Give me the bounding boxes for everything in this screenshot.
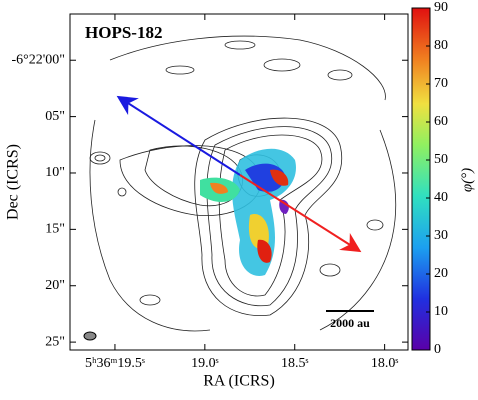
y-tick-label: 20" — [45, 278, 65, 293]
x-tick-label: 18.5ˢ — [281, 356, 309, 371]
colorbar-tick-label: 90 — [434, 0, 448, 15]
y-tick-label: 25" — [45, 334, 65, 349]
x-axis-label: RA (ICRS) — [203, 373, 275, 390]
x-tick-label: 5ʰ36ᵐ19.5ˢ — [85, 356, 145, 371]
colorbar-tick-label: 50 — [434, 152, 448, 167]
colorbar-tick-label: 0 — [434, 342, 441, 357]
outflow-arrow-red — [239, 174, 362, 253]
chart-title: HOPS-182 — [85, 23, 162, 42]
x-tick-label: 18.0ˢ — [371, 356, 399, 371]
y-tick-label: 10" — [45, 165, 65, 180]
colorbar-tick-label: 10 — [434, 304, 448, 319]
colorbar-tick-label: 30 — [434, 228, 448, 243]
y-tick-label: 05" — [45, 109, 65, 124]
y-tick-label: -6°22'00" — [12, 52, 66, 67]
y-tick-label: 15" — [45, 222, 65, 237]
y-axis-label: Dec (ICRS) — [5, 144, 22, 220]
colorbar-tick-label: 20 — [434, 266, 448, 281]
colorbar-tick-label: 40 — [434, 190, 448, 205]
beam — [83, 331, 97, 341]
outflow-arrow-blue — [116, 95, 241, 176]
colorbar-tick-label: 70 — [434, 76, 448, 91]
colorbar-tick-label: 60 — [434, 114, 448, 129]
colorbar — [411, 7, 431, 351]
scale-bar-label: 2000 au — [330, 316, 370, 330]
x-tick-label: 19.0ˢ — [191, 356, 219, 371]
colorbar-label: φ(°) — [459, 168, 475, 192]
colorbar-tick-label: 80 — [434, 38, 448, 53]
